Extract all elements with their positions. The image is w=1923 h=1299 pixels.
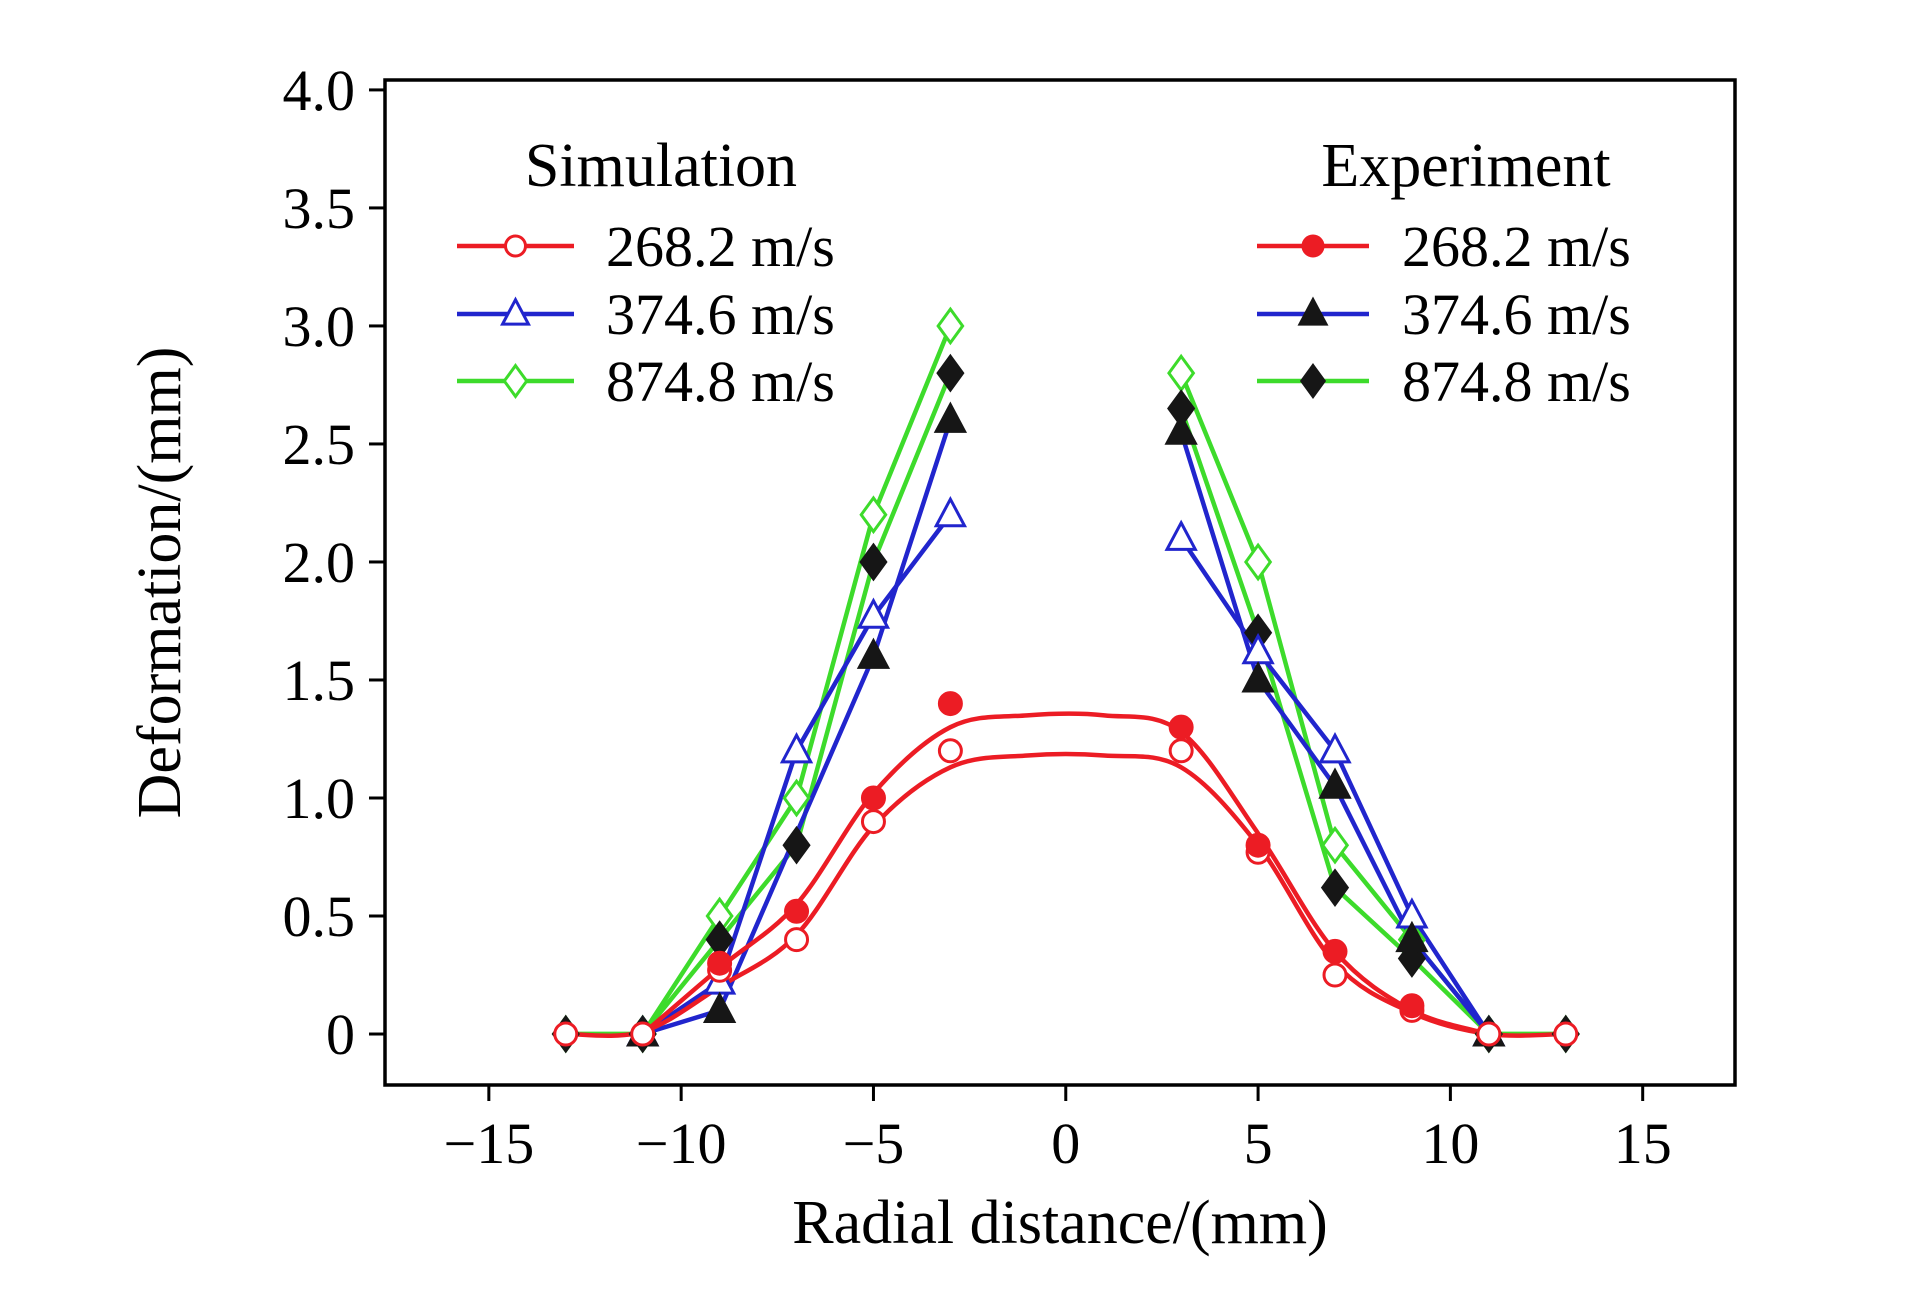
circle-marker xyxy=(784,927,810,953)
circle-marker xyxy=(1553,1021,1579,1047)
plot-frame xyxy=(383,78,1737,1087)
triangle-marker xyxy=(702,991,737,1023)
x-axis-title: Radial distance/(mm) xyxy=(792,1189,1327,1257)
circle-marker xyxy=(504,234,527,258)
series-line-exp-374 xyxy=(640,418,1492,1037)
data-line xyxy=(1178,370,1569,1037)
triangle-marker xyxy=(856,637,891,669)
series-markers-sim-268 xyxy=(553,738,1579,1047)
data-line xyxy=(563,751,1569,1039)
diamond-marker xyxy=(859,542,888,582)
data-line xyxy=(1178,406,1569,1037)
diamond-marker xyxy=(1243,542,1273,582)
diamond-marker xyxy=(936,306,965,346)
circle-marker xyxy=(707,950,733,976)
triangle-marker xyxy=(1241,661,1275,693)
circle-marker xyxy=(860,785,886,811)
x-tick-label: −15 xyxy=(443,1111,534,1176)
legend-label: 268.2 m/s xyxy=(1402,214,1631,279)
circle-marker xyxy=(1245,832,1271,858)
diamond-marker xyxy=(1320,868,1350,908)
x-tick-label: −10 xyxy=(636,1111,727,1176)
triangle-marker xyxy=(856,597,891,629)
circle-marker xyxy=(1399,993,1425,1019)
x-tick-label: 15 xyxy=(1614,1111,1672,1176)
diamond-marker xyxy=(1299,363,1327,399)
y-tick-label: 2.5 xyxy=(283,412,356,477)
y-tick-label: 0.5 xyxy=(283,884,356,949)
circle-marker xyxy=(630,1021,656,1047)
triangle-marker xyxy=(1164,413,1198,445)
series-markers xyxy=(551,306,1580,1054)
diamond-marker xyxy=(502,363,529,399)
legend-label: 874.8 m/s xyxy=(606,349,835,414)
diamond-marker xyxy=(1167,353,1196,393)
diamond-marker xyxy=(859,495,888,535)
x-tick-label: 0 xyxy=(1051,1111,1080,1176)
series-markers-exp-268 xyxy=(707,691,1425,1019)
triangle-marker xyxy=(933,495,968,528)
circle-marker xyxy=(1322,962,1348,988)
series-markers-exp-374 xyxy=(626,401,1506,1047)
legend-label: 374.6 m/s xyxy=(1402,282,1631,347)
circle-marker xyxy=(937,691,963,717)
triangle-marker xyxy=(1297,296,1329,326)
legend-label: 874.8 m/s xyxy=(1402,349,1631,414)
circle-marker xyxy=(1168,738,1194,764)
legend-label: 374.6 m/s xyxy=(606,282,835,347)
y-tick-label: 0 xyxy=(326,1002,355,1067)
y-tick-label: 2.0 xyxy=(283,530,356,595)
legend-title: Experiment xyxy=(1321,132,1610,200)
axes: −15 −10 −5 0 5 10 15 0 0.5 1.0 1.5 2.0 2.5 3.0 3.5 4.0 R… xyxy=(126,58,1737,1257)
data-line xyxy=(640,512,953,1037)
circle-marker xyxy=(784,898,810,924)
series-line-sim-268 xyxy=(563,751,1569,1039)
y-tick-label: 3.5 xyxy=(283,176,356,241)
y-tick-label: 4.0 xyxy=(283,58,356,123)
diamond-marker xyxy=(782,778,811,818)
x-tick-label: 10 xyxy=(1421,1111,1479,1176)
triangle-marker xyxy=(779,731,814,764)
circle-marker xyxy=(1168,714,1194,740)
triangle-marker xyxy=(1395,920,1429,953)
triangle-marker xyxy=(1318,767,1352,799)
y-tick-label: 1.5 xyxy=(283,648,356,713)
circle-marker xyxy=(1301,234,1325,258)
circle-marker xyxy=(553,1021,579,1047)
circle-marker xyxy=(937,738,963,764)
y-tick-label: 3.0 xyxy=(283,294,356,359)
circle-marker xyxy=(860,809,886,835)
diamond-marker xyxy=(1320,825,1350,865)
triangle-marker xyxy=(500,296,531,326)
y-axis-title: Deformation/(mm) xyxy=(126,347,194,819)
circle-marker xyxy=(1476,1021,1502,1047)
triangle-marker xyxy=(1318,731,1352,764)
x-tick-label: 5 xyxy=(1244,1111,1273,1176)
circle-marker xyxy=(1322,938,1348,964)
x-tick-label: −5 xyxy=(843,1111,905,1176)
legend-title: Simulation xyxy=(525,132,797,200)
data-line xyxy=(563,323,953,1037)
diamond-marker xyxy=(936,353,965,393)
diamond-marker xyxy=(782,825,811,865)
y-tick-label: 1.0 xyxy=(283,766,356,831)
legend-label: 268.2 m/s xyxy=(606,214,835,279)
triangle-marker xyxy=(933,401,968,433)
triangle-marker xyxy=(1164,519,1198,551)
